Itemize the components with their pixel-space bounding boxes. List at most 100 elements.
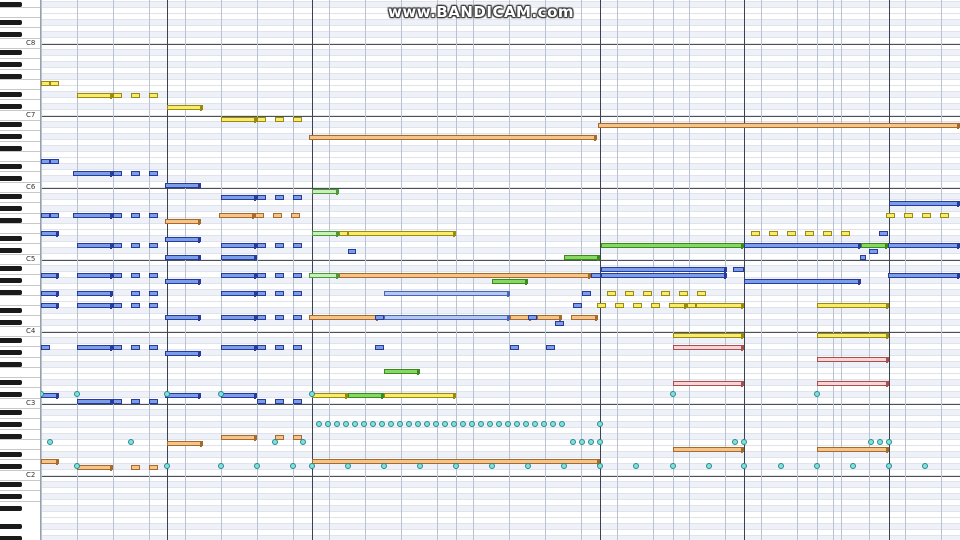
note-orange[interactable] [41, 458, 59, 465]
note-blue[interactable] [131, 272, 140, 278]
black-key[interactable] [0, 31, 22, 37]
note-yellow[interactable] [633, 302, 642, 308]
note-blue[interactable] [744, 278, 861, 285]
note-orange[interactable] [149, 464, 158, 470]
note-blue[interactable] [149, 170, 158, 176]
note-yellow[interactable] [805, 230, 814, 236]
note-blue[interactable] [348, 248, 356, 254]
drum-hit[interactable] [316, 421, 322, 427]
drum-hit[interactable] [570, 439, 576, 445]
drum-hit[interactable] [597, 439, 603, 445]
white-key[interactable] [0, 439, 40, 451]
note-blue[interactable] [889, 200, 960, 207]
note-yellow[interactable] [787, 230, 796, 236]
note-blue[interactable] [293, 314, 302, 320]
note-green[interactable] [564, 254, 600, 261]
note-yellow[interactable] [339, 230, 348, 236]
note-yellow[interactable] [615, 302, 624, 308]
drum-hit[interactable] [453, 463, 459, 469]
note-lightgreen[interactable] [309, 272, 339, 279]
drum-hit[interactable] [532, 421, 538, 427]
note-yellow[interactable] [940, 212, 949, 218]
note-blue[interactable] [113, 170, 122, 176]
black-key[interactable] [0, 19, 22, 25]
note-yellow[interactable] [687, 302, 696, 308]
note-blue[interactable] [149, 212, 158, 218]
drum-hit[interactable] [41, 391, 44, 397]
note-blue[interactable] [73, 212, 113, 219]
note-blue[interactable] [733, 266, 744, 272]
note-blue[interactable] [582, 290, 591, 296]
note-yellow[interactable] [696, 302, 744, 309]
note-green[interactable] [492, 278, 528, 285]
drum-hit[interactable] [814, 463, 820, 469]
note-blue[interactable] [555, 320, 564, 326]
piano-keyboard[interactable]: C8 C7 C6 C5 C4 C3 C2 [0, 0, 41, 540]
note-blue[interactable] [275, 242, 284, 248]
drum-hit[interactable] [670, 391, 676, 397]
note-orange[interactable] [291, 212, 300, 218]
note-blue[interactable] [131, 344, 140, 350]
note-orange[interactable] [275, 434, 284, 440]
note-lightgreen[interactable] [312, 188, 339, 195]
drum-hit[interactable] [505, 421, 511, 427]
drum-hit[interactable] [478, 421, 484, 427]
note-orange[interactable] [219, 212, 255, 219]
drum-hit[interactable] [706, 463, 712, 469]
note-blue[interactable] [113, 272, 122, 278]
note-yellow[interactable] [257, 116, 266, 122]
note-pink[interactable] [817, 356, 889, 363]
drum-hit[interactable] [345, 463, 351, 469]
note-blue[interactable] [591, 272, 601, 278]
note-yellow[interactable] [922, 212, 931, 218]
drum-hit[interactable] [850, 463, 856, 469]
note-yellow[interactable] [769, 230, 778, 236]
note-blue[interactable] [275, 290, 284, 296]
drum-hit[interactable] [343, 421, 349, 427]
note-yellow[interactable] [275, 116, 284, 122]
note-yellow[interactable] [823, 230, 832, 236]
note-blue[interactable] [113, 212, 122, 218]
drum-hit[interactable] [489, 463, 495, 469]
note-blue[interactable] [293, 272, 302, 278]
black-key[interactable] [0, 133, 22, 139]
drum-hit[interactable] [433, 421, 439, 427]
note-yellow[interactable] [679, 290, 688, 296]
note-orange[interactable] [77, 464, 113, 471]
note-yellow[interactable] [149, 92, 158, 98]
drum-hit[interactable] [388, 421, 394, 427]
note-blue[interactable] [113, 398, 122, 404]
drum-hit[interactable] [352, 421, 358, 427]
note-blue[interactable] [221, 290, 257, 297]
note-blue[interactable] [375, 314, 384, 320]
note-blue[interactable] [77, 290, 113, 297]
note-yellow[interactable] [673, 332, 744, 339]
note-yellow[interactable] [41, 80, 50, 86]
note-blue[interactable] [221, 194, 257, 201]
note-blue[interactable] [293, 398, 302, 404]
note-pink[interactable] [673, 344, 744, 351]
white-key[interactable] [0, 367, 40, 379]
note-blue[interactable] [744, 242, 861, 249]
drum-hit[interactable] [579, 439, 585, 445]
drum-hit[interactable] [417, 463, 423, 469]
black-key[interactable] [0, 175, 22, 181]
drum-hit[interactable] [460, 421, 466, 427]
note-yellow[interactable] [697, 290, 706, 296]
drum-hit[interactable] [47, 439, 53, 445]
note-orange[interactable] [673, 446, 744, 453]
note-lightblue[interactable] [384, 290, 510, 297]
note-yellow[interactable] [348, 230, 456, 237]
note-blue[interactable] [257, 314, 266, 320]
note-blue[interactable] [131, 170, 140, 176]
note-blue[interactable] [221, 392, 257, 399]
note-yellow[interactable] [607, 290, 616, 296]
note-blue[interactable] [149, 242, 158, 248]
drum-hit[interactable] [732, 439, 738, 445]
note-green[interactable] [384, 368, 420, 375]
note-blue[interactable] [77, 242, 113, 249]
black-key[interactable] [0, 391, 22, 397]
note-blue[interactable] [165, 278, 201, 285]
drum-hit[interactable] [670, 463, 676, 469]
note-blue[interactable] [257, 398, 266, 404]
